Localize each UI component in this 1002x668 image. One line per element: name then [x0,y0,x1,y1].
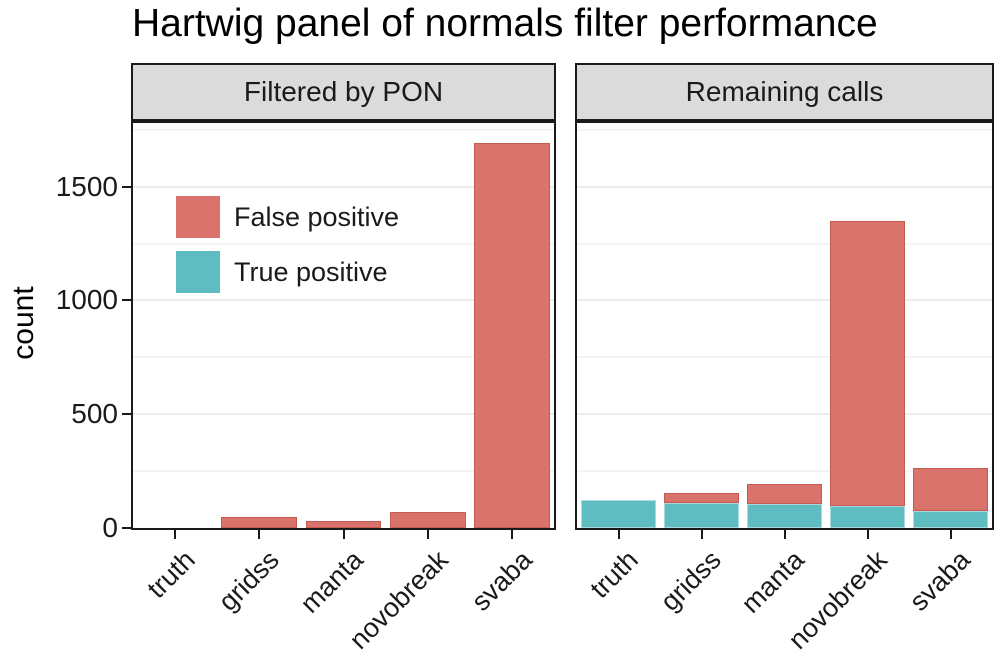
chart-title: Hartwig panel of normals filter performa… [132,2,878,45]
gridline-major [577,413,992,416]
gridline-major [133,185,554,188]
bar-gridss-false-positive [221,516,298,528]
bar-manta-true-positive [747,504,822,528]
bar-svaba-false-positive [913,467,988,511]
x-tick-mark [426,530,429,539]
y-tick-mark [122,413,131,416]
gridline-major [133,413,554,416]
x-tick-mark [258,530,261,539]
bar-novobreak-true-positive [830,506,905,528]
gridline-minor [577,242,992,245]
facet-strip-label: Filtered by PON [243,76,444,107]
x-tick-mark [700,530,703,539]
x-category-label: gridss [655,544,728,617]
legend-label: False positive [234,201,400,232]
y-tick-label: 500 [71,398,118,430]
x-tick-mark [783,530,786,539]
x-category-label: truth [584,544,645,605]
bar-truth-true-positive [581,499,656,528]
y-tick-label: 1500 [55,170,118,202]
gridline-minor [133,242,554,245]
gridline-minor [133,470,554,473]
x-tick-mark [510,530,513,539]
x-tick-mark [617,530,620,539]
gridline-minor [577,128,992,131]
x-category-label: gridss [212,544,286,617]
bar-manta-false-positive [305,521,382,528]
bar-novobreak-false-positive [830,220,905,507]
bar-svaba-false-positive [474,143,550,528]
legend-swatch-false-positive [176,196,220,238]
legend-label: True positive [234,256,388,287]
bar-manta-false-positive [747,483,822,505]
x-tick-mark [949,530,952,539]
x-category-label: manta [736,544,811,619]
gridline-minor [133,356,554,359]
gridline-minor [577,470,992,473]
gridline-major [577,299,992,302]
x-tick-mark [342,530,345,539]
x-category-label: manta [295,544,370,619]
x-tick-mark [174,530,177,539]
legend-item: True positive [176,251,399,293]
x-category-label: svaba [904,544,977,617]
x-category-label: truth [141,544,201,605]
bar-novobreak-false-positive [389,512,466,528]
y-axis-title: count [7,286,40,360]
facet-strip-remaining-calls: Remaining calls [575,63,994,121]
gridline-minor [133,128,554,131]
legend-swatch-true-positive [176,251,220,293]
facet-strip-label: Remaining calls [685,76,884,107]
y-tick-mark [122,299,131,302]
x-tick-mark [866,530,869,539]
y-tick-mark [122,527,131,529]
y-tick-mark [122,185,131,188]
gridline-major [133,299,554,302]
facet-panel-filtered-by-pon [131,121,556,530]
facet-panel-remaining-calls [575,121,994,530]
gridline-minor [577,356,992,359]
x-category-label: svaba [465,544,538,617]
facet-strip-filtered-by-pon: Filtered by PON [131,63,556,121]
legend-item: False positive [176,196,399,238]
bar-gridss-true-positive [664,502,739,528]
y-tick-label: 1000 [55,284,118,316]
bar-svaba-true-positive [913,510,988,528]
y-tick-label: 0 [102,512,118,543]
gridline-major [577,185,992,188]
legend: False positive True positive [176,196,399,306]
bar-gridss-false-positive [664,492,739,503]
